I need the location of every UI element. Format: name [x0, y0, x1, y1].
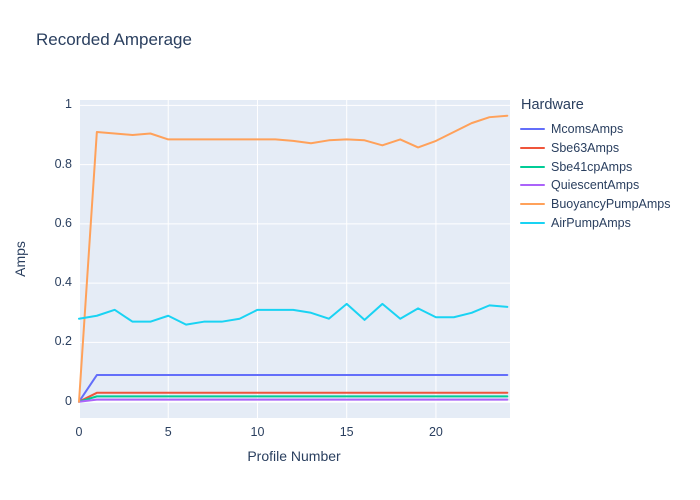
legend-item-Sbe63Amps[interactable]: Sbe63Amps [520, 139, 671, 158]
plot-background [79, 100, 510, 418]
legend-item-AirPumpAmps[interactable]: AirPumpAmps [520, 213, 671, 232]
y-tick-label: 0.4 [54, 275, 72, 290]
chart-title: Recorded Amperage [36, 30, 192, 49]
legend-item-label: Sbe41cpAmps [551, 159, 633, 174]
legend-items: McomsAmps Sbe63Amps Sbe41cpAmps QuiescentAm… [520, 120, 671, 232]
legend-item-label: AirPumpAmps [551, 215, 631, 230]
series-line-Sbe41cpAmps [78, 395, 509, 403]
series-line-QuiescentAmps [78, 398, 509, 403]
legend-swatch-icon [520, 184, 545, 187]
legend-item-label: McomsAmps [551, 122, 624, 137]
x-axis-title: Profile Number [247, 448, 341, 464]
y-tick-label: 0.8 [54, 156, 72, 171]
series-line-McomsAmps [78, 374, 509, 403]
series-line-Sbe63Amps [78, 391, 509, 403]
legend: Hardware McomsAmps Sbe63Amps Sbe41cpAmps Qu… [520, 97, 671, 232]
legend-item-label: QuiescentAmps [551, 178, 640, 193]
y-tick-label: 0.2 [54, 334, 72, 349]
legend-swatch-icon [520, 203, 545, 206]
y-tick-label: 0 [65, 393, 72, 408]
x-tick-label: 15 [339, 425, 354, 439]
legend-title: Hardware [521, 97, 584, 113]
series-line-AirPumpAmps [78, 302, 509, 326]
y-axis-title: Amps [12, 241, 28, 277]
legend-item-label: BuoyancyPumpAmps [551, 197, 671, 212]
legend-item-McomsAmps[interactable]: McomsAmps [520, 120, 671, 139]
x-tick-label: 0 [75, 425, 83, 439]
legend-item-BuoyancyPumpAmps[interactable]: BuoyancyPumpAmps [520, 195, 671, 214]
legend-item-Sbe41cpAmps[interactable]: Sbe41cpAmps [520, 157, 671, 176]
legend-item-label: Sbe63Amps [551, 141, 620, 156]
x-tick-label: 10 [250, 425, 265, 439]
legend-item-QuiescentAmps[interactable]: QuiescentAmps [520, 176, 671, 195]
legend-swatch-icon [520, 221, 545, 224]
legend-swatch-icon [520, 147, 545, 150]
legend-swatch-icon [520, 128, 545, 131]
x-tick-label: 20 [428, 425, 443, 439]
x-tick-label: 5 [164, 425, 172, 439]
series-line-BuoyancyPumpAmps [78, 114, 509, 403]
y-tick-label: 0.6 [54, 215, 72, 230]
y-tick-label: 1 [65, 97, 72, 112]
legend-swatch-icon [520, 165, 545, 168]
